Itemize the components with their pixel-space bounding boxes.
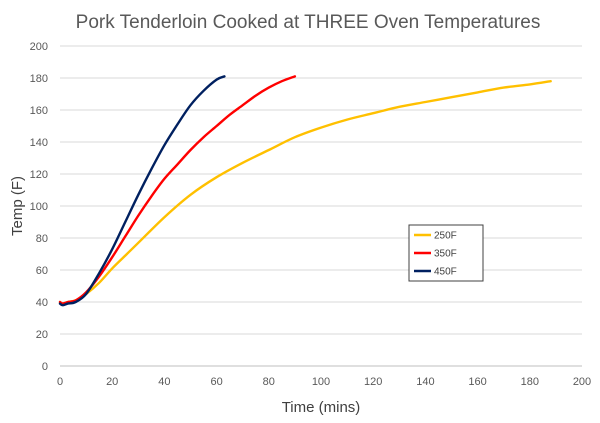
x-tick-label: 80 (263, 376, 275, 388)
grid-lines (60, 45, 582, 335)
y-tick-label: 100 (30, 201, 48, 213)
x-tick-label: 160 (468, 376, 486, 388)
y-tick-label: 180 (30, 73, 48, 85)
series-lines (58, 75, 552, 307)
x-tick-label: 40 (158, 376, 170, 388)
y-tick-label: 40 (36, 297, 48, 309)
y-tick-label: 160 (30, 105, 48, 117)
x-tick-label: 60 (210, 376, 222, 388)
x-tick-label: 100 (312, 376, 330, 388)
y-axis-ticks: 0 20 40 60 80 100 120 140 160 180 200 (30, 41, 48, 373)
series-line-350F (58, 75, 297, 305)
legend-entry: 350F (434, 249, 457, 260)
y-tick-label: 120 (30, 169, 48, 181)
y-tick-label: 20 (36, 329, 48, 341)
y-tick-label: 140 (30, 137, 48, 149)
y-axis-label: Temp (F) (9, 176, 26, 236)
legend-entry: 250F (434, 231, 457, 242)
x-axis-ticks: 0 20 40 60 80 100 120 140 160 180 200 (57, 376, 591, 388)
x-tick-label: 200 (573, 376, 591, 388)
y-tick-label: 200 (30, 41, 48, 53)
legend: 250F 350F 450F (408, 224, 484, 282)
y-tick-label: 60 (36, 265, 48, 277)
legend-entry: 450F (434, 267, 457, 278)
x-axis-label: Time (mins) (282, 399, 361, 416)
y-tick-label: 0 (42, 361, 48, 373)
series-line-450F (58, 75, 226, 307)
x-tick-label: 140 (416, 376, 434, 388)
y-tick-label: 80 (36, 233, 48, 245)
x-tick-label: 120 (364, 376, 382, 388)
chart-title: Pork Tenderloin Cooked at THREE Oven Tem… (76, 12, 541, 33)
x-tick-label: 180 (521, 376, 539, 388)
x-tick-label: 20 (106, 376, 118, 388)
x-tick-label: 0 (57, 376, 63, 388)
